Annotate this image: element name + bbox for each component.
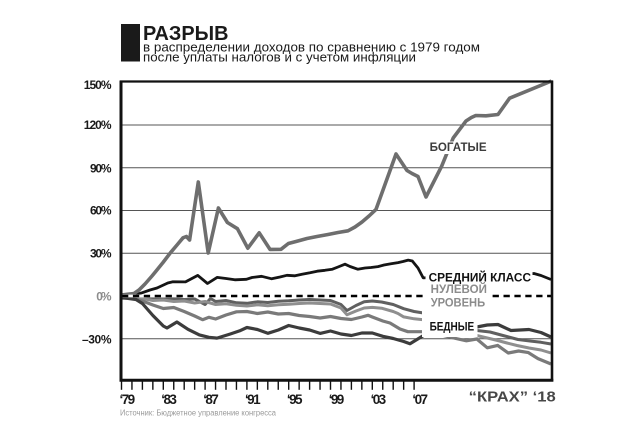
svg-text:Источник: Бюджетное управление: Источник: Бюджетное управление конгресса (120, 409, 277, 418)
svg-text:60%: 60% (90, 203, 112, 217)
svg-text:после уплаты налогов и с учето: после уплаты налогов и с учетом инфляции (143, 51, 416, 65)
svg-text:0%: 0% (96, 289, 112, 303)
svg-text:БОГАТЫЕ: БОГАТЫЕ (430, 142, 487, 154)
svg-text:БЕДНЫЕ: БЕДНЫЕ (430, 322, 475, 334)
svg-text:150%: 150% (84, 78, 112, 92)
svg-text:УРОВЕНЬ: УРОВЕНЬ (431, 297, 485, 309)
svg-text:120%: 120% (84, 118, 112, 132)
svg-text:‘91: ‘91 (245, 392, 261, 407)
svg-text:СРЕДНИЙ КЛАСС: СРЕДНИЙ КЛАСС (429, 272, 531, 285)
svg-text:РАЗРЫВ: РАЗРЫВ (143, 23, 229, 45)
svg-text:‘95: ‘95 (287, 392, 303, 407)
svg-text:“КРАХ” ‘18: “КРАХ” ‘18 (469, 389, 556, 405)
svg-text:‘07: ‘07 (412, 392, 428, 407)
svg-text:‘03: ‘03 (371, 392, 387, 407)
svg-text:90%: 90% (90, 161, 112, 175)
svg-text:‘79: ‘79 (120, 392, 136, 407)
svg-text:30%: 30% (90, 247, 112, 261)
svg-text:‘99: ‘99 (329, 392, 345, 407)
svg-text:НУЛЕВОЙ: НУЛЕВОЙ (431, 283, 487, 296)
svg-text:‘87: ‘87 (203, 392, 219, 407)
svg-text:–30%: –30% (82, 333, 112, 347)
svg-text:в распределении доходов по сра: в распределении доходов по сравнению с 1… (143, 41, 480, 55)
svg-text:‘83: ‘83 (161, 392, 177, 407)
